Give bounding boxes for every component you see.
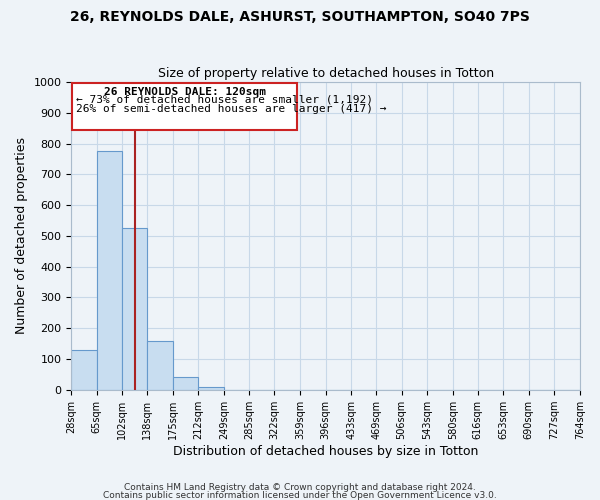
Text: ← 73% of detached houses are smaller (1,192): ← 73% of detached houses are smaller (1,… xyxy=(76,94,373,104)
Bar xyxy=(173,378,199,390)
Text: 26% of semi-detached houses are larger (417) →: 26% of semi-detached houses are larger (… xyxy=(76,104,386,114)
Bar xyxy=(122,228,148,390)
Bar xyxy=(97,152,122,390)
Bar xyxy=(148,341,173,390)
X-axis label: Distribution of detached houses by size in Totton: Distribution of detached houses by size … xyxy=(173,444,478,458)
Text: 26, REYNOLDS DALE, ASHURST, SOUTHAMPTON, SO40 7PS: 26, REYNOLDS DALE, ASHURST, SOUTHAMPTON,… xyxy=(70,10,530,24)
Text: Contains public sector information licensed under the Open Government Licence v3: Contains public sector information licen… xyxy=(103,490,497,500)
Bar xyxy=(71,350,97,390)
FancyBboxPatch shape xyxy=(72,82,297,130)
Text: Contains HM Land Registry data © Crown copyright and database right 2024.: Contains HM Land Registry data © Crown c… xyxy=(124,484,476,492)
Bar xyxy=(199,388,224,390)
Y-axis label: Number of detached properties: Number of detached properties xyxy=(15,138,28,334)
Text: 26 REYNOLDS DALE: 120sqm: 26 REYNOLDS DALE: 120sqm xyxy=(104,86,266,97)
Title: Size of property relative to detached houses in Totton: Size of property relative to detached ho… xyxy=(158,66,494,80)
